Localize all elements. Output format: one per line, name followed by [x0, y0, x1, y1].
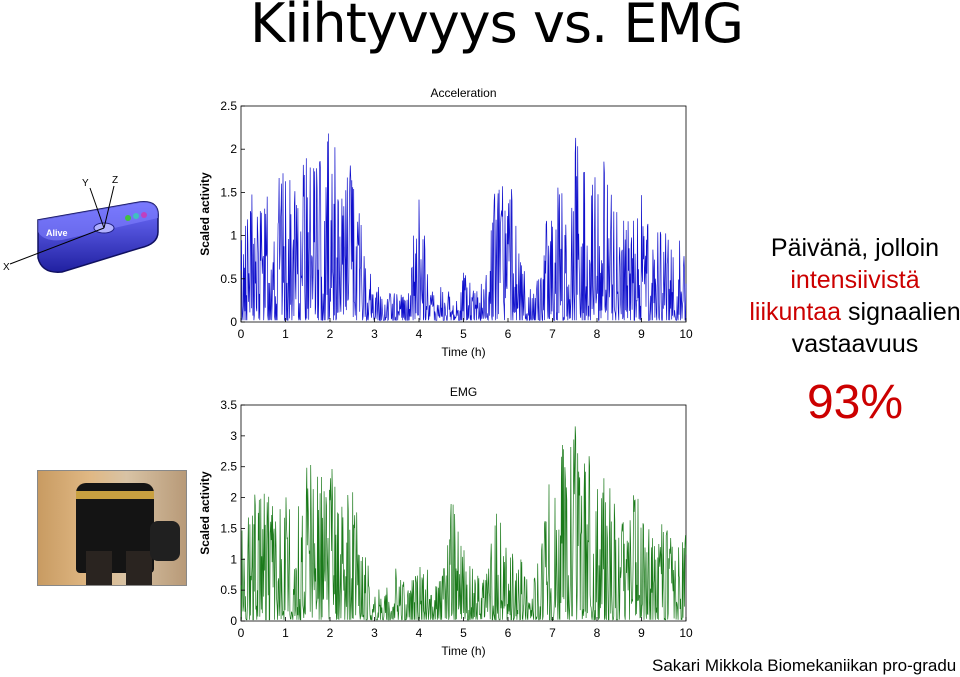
emg-x-tick-label: 2	[327, 626, 334, 640]
emg-y-tick-label: 3.5	[220, 398, 237, 412]
credit-text: Sakari Mikkola Biomekaniikan pro-gradu 2…	[652, 656, 960, 675]
acceleration-x-tick-label: 6	[505, 327, 512, 341]
acceleration-series-line	[240, 133, 687, 322]
accelerometer-device-image: Alive Y Z X	[3, 175, 159, 273]
emg-x-tick-label: 4	[416, 626, 423, 640]
emg-y-tick-label: 0.5	[220, 583, 237, 597]
summary-line-3a: liikuntaa	[749, 298, 842, 326]
emg-x-tick-label: 6	[505, 626, 512, 640]
emg-y-tick-label: 1.5	[220, 521, 237, 535]
emg-shorts-photo	[37, 470, 187, 586]
emg-x-tick-label: 1	[282, 626, 289, 640]
emg-x-tick-label: 10	[679, 626, 693, 640]
emg-x-tick-label: 5	[460, 626, 467, 640]
summary-line-3b: signaalien	[848, 298, 960, 326]
acceleration-y-tick-label: 1.5	[220, 185, 237, 199]
axis-y-label: Y	[82, 178, 89, 189]
emg-x-tick-label: 0	[238, 626, 245, 640]
acceleration-y-tick-label: 2.5	[220, 99, 237, 113]
acceleration-x-tick-label: 10	[679, 327, 693, 341]
emg-x-tick-label: 9	[638, 626, 645, 640]
emg-y-tick-label: 3	[230, 429, 237, 443]
acceleration-y-axis-label: Scaled activity	[198, 172, 212, 256]
summary-text: Päivänä, jolloin intensiivistä liikuntaa…	[735, 232, 960, 360]
correlation-percentage: 93%	[806, 376, 904, 429]
emg-chart-title: EMG	[450, 385, 477, 399]
acceleration-y-tick-label: 2	[230, 142, 237, 156]
device-brand-label: Alive	[46, 228, 68, 238]
acceleration-x-tick-label: 2	[327, 327, 334, 341]
emg-y-axis-label: Scaled activity	[198, 471, 212, 555]
acceleration-x-tick-label: 0	[238, 327, 245, 341]
emg-x-axis-label: Time (h)	[441, 644, 485, 658]
emg-series-line	[240, 426, 687, 621]
emg-y-tick-label: 2	[230, 491, 237, 505]
emg-x-tick-label: 3	[371, 626, 378, 640]
acceleration-y-tick-label: 1	[230, 229, 237, 243]
axis-z-label: Z	[112, 175, 118, 186]
axis-x-label: X	[3, 262, 10, 273]
summary-line-4: vastaavuus	[791, 330, 919, 358]
acceleration-x-tick-label: 4	[416, 327, 423, 341]
acceleration-x-tick-label: 9	[638, 327, 645, 341]
acceleration-x-tick-label: 3	[371, 327, 378, 341]
acceleration-x-tick-label: 8	[594, 327, 601, 341]
acceleration-y-tick-label: 0	[230, 315, 237, 329]
acceleration-chart-title: Acceleration	[430, 86, 496, 100]
emg-x-tick-label: 7	[549, 626, 556, 640]
summary-line-1: Päivänä, jolloin	[770, 234, 940, 262]
acceleration-x-tick-label: 7	[549, 327, 556, 341]
emg-y-tick-label: 1	[230, 552, 237, 566]
emg-x-tick-label: 8	[594, 626, 601, 640]
emg-y-tick-label: 0	[230, 614, 237, 628]
emg-y-tick-label: 2.5	[220, 460, 237, 474]
slide-title: Kiihtyvyys vs. EMG	[250, 0, 744, 55]
summary-line-2: intensiivistä	[790, 266, 920, 294]
acceleration-x-tick-label: 1	[282, 327, 289, 341]
acceleration-x-tick-label: 5	[460, 327, 467, 341]
acceleration-x-axis-label: Time (h)	[441, 345, 485, 359]
acceleration-y-tick-label: 0.5	[220, 272, 237, 286]
